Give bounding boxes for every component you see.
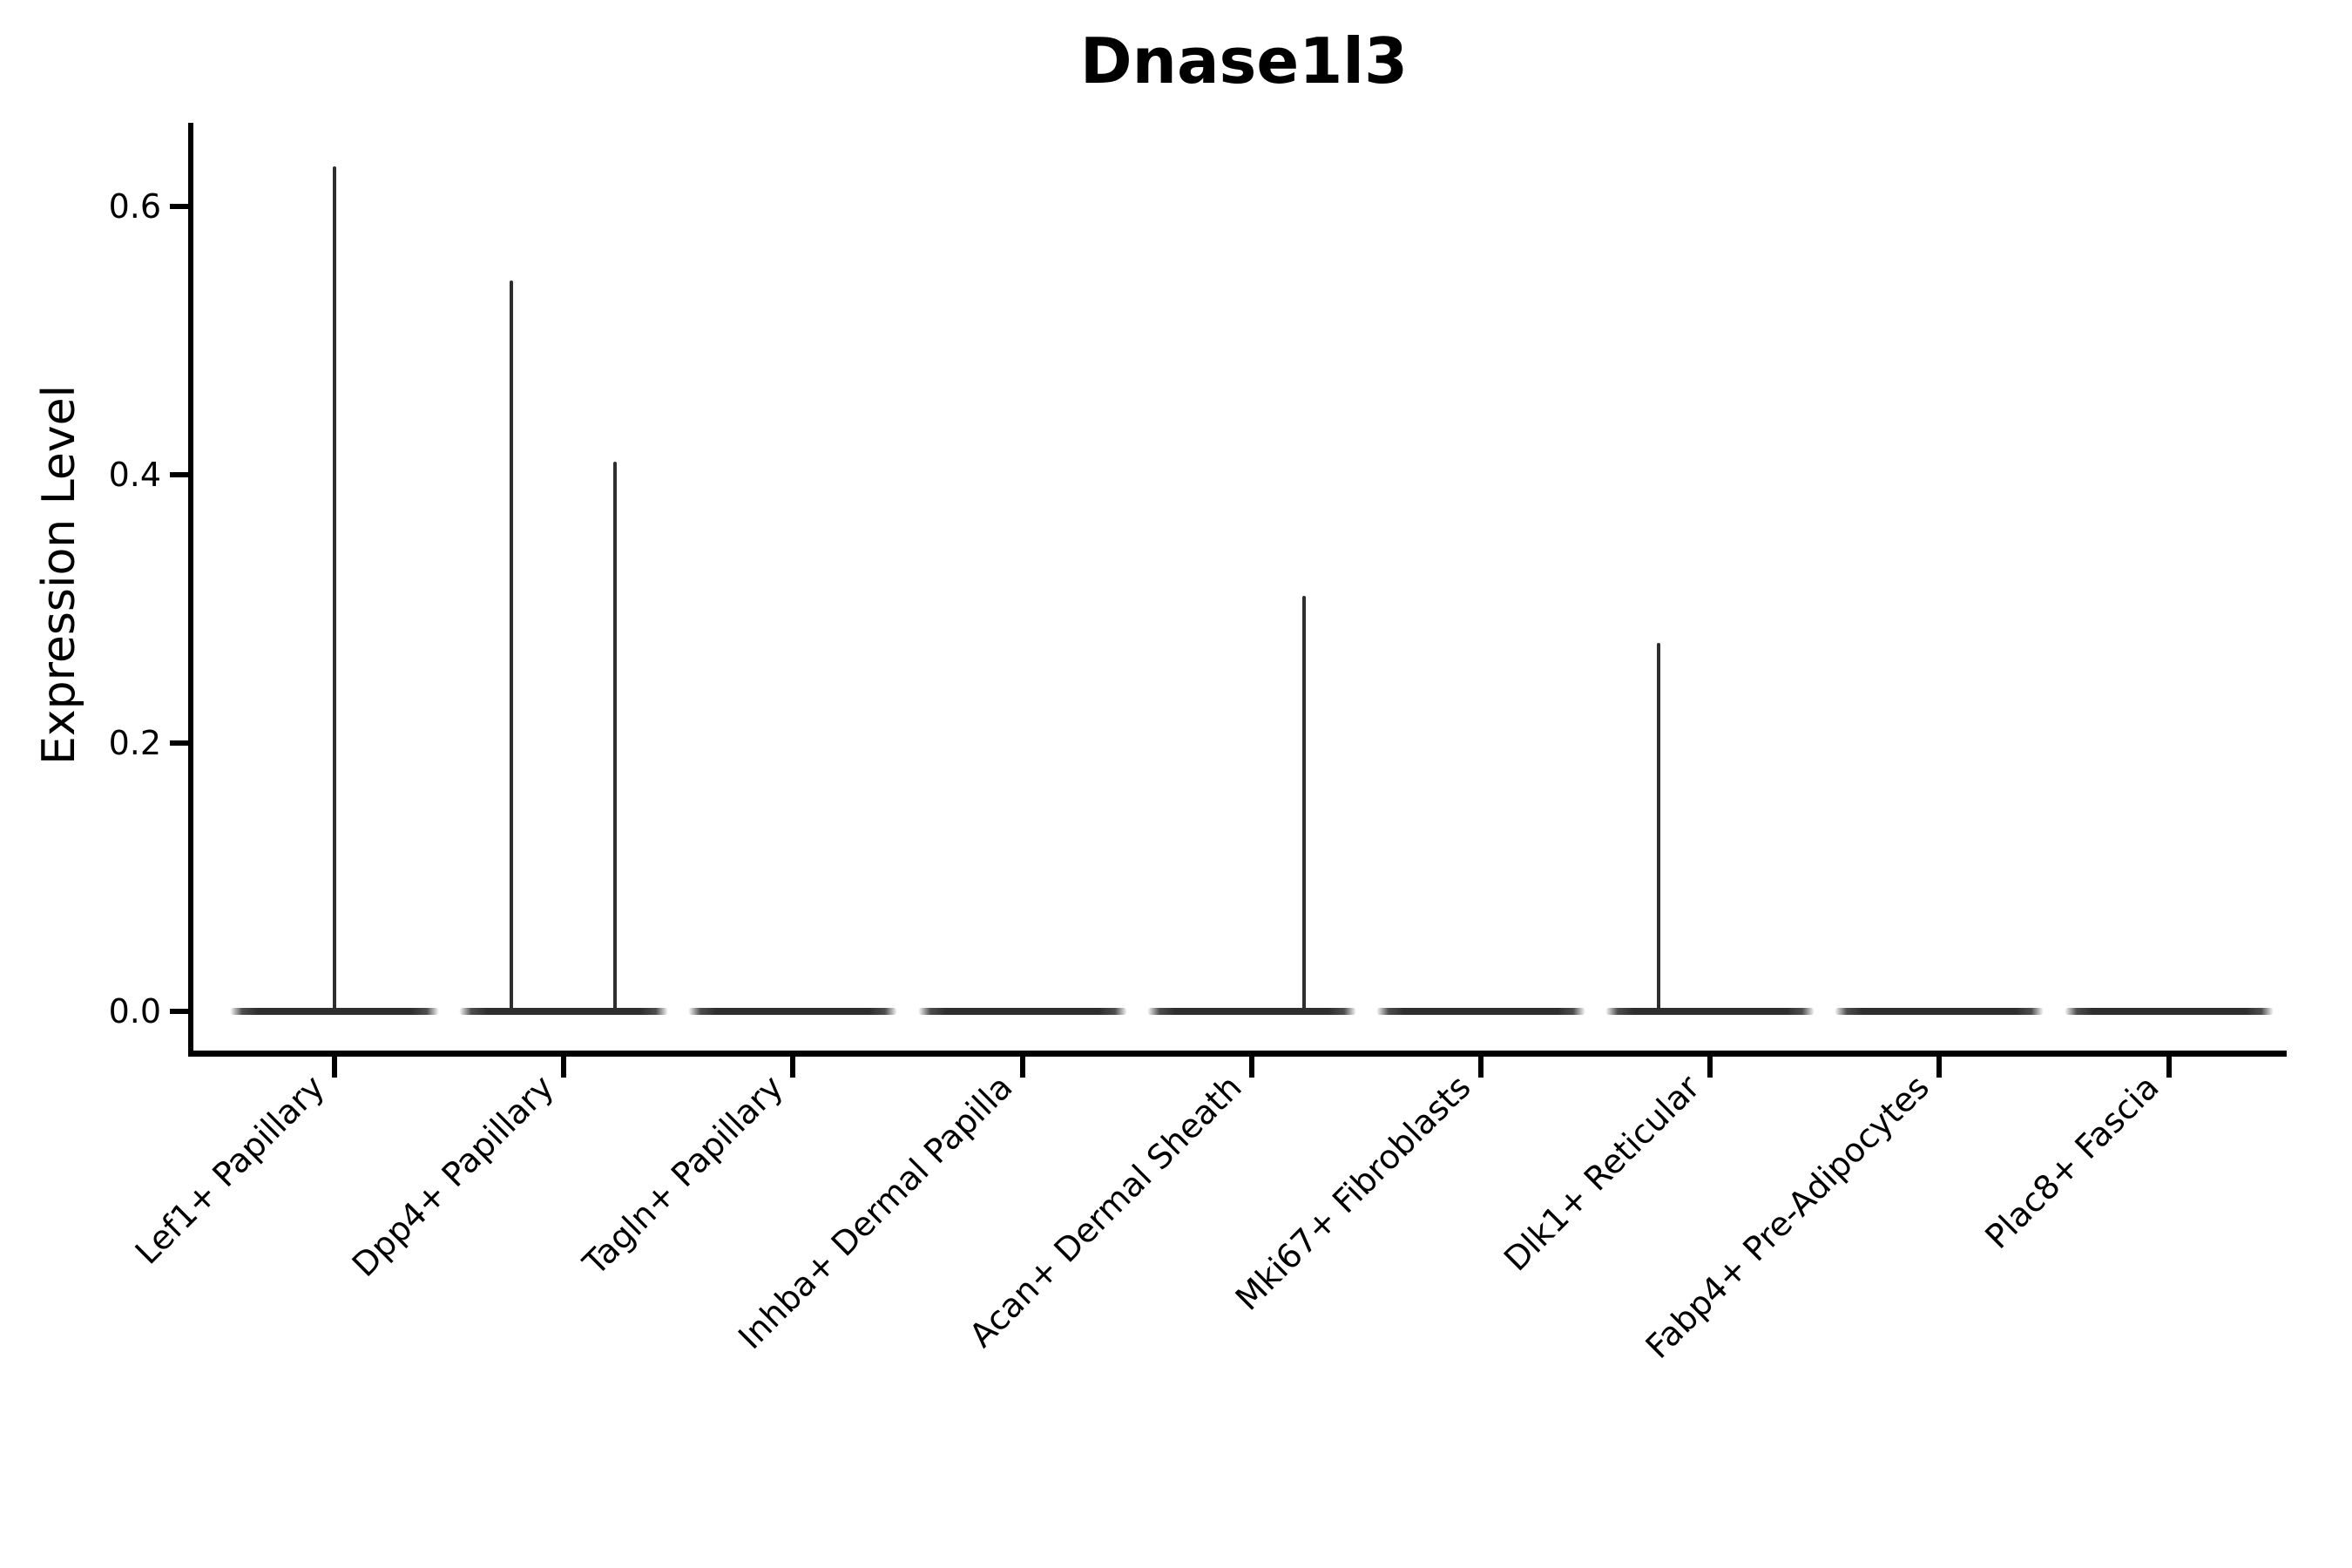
y-tick-label: 0.0 — [108, 992, 161, 1031]
x-tick — [2166, 1051, 2172, 1078]
violin-body — [230, 1008, 439, 1015]
x-tick-label: Dlk1+ Reticular — [1497, 1067, 1708, 1279]
y-axis-label: Expression Level — [33, 384, 85, 766]
x-tick-label: Plac8+ Fascia — [1977, 1067, 2166, 1257]
y-axis-line — [188, 123, 193, 1057]
violin-spike — [333, 166, 336, 1010]
violin-spike — [613, 461, 618, 1010]
y-tick — [170, 1009, 193, 1014]
x-tick-label: Dpp4+ Papillary — [344, 1067, 562, 1285]
violin-body — [1376, 1008, 1585, 1015]
x-tick — [561, 1051, 567, 1078]
violin-body — [1605, 1008, 1815, 1015]
chart-title: Dnase1l3 — [1079, 24, 1409, 98]
violin-spike — [1301, 595, 1306, 1010]
x-tick-label: Lef1+ Papillary — [127, 1067, 332, 1272]
violin-spike — [510, 280, 514, 1010]
x-tick — [1478, 1051, 1484, 1078]
violin-spike — [1657, 642, 1661, 1010]
y-tick-label: 0.4 — [108, 456, 161, 494]
y-tick — [170, 740, 193, 746]
violin-body — [917, 1008, 1127, 1015]
x-axis-line — [191, 1051, 2287, 1057]
violin-body — [459, 1008, 669, 1015]
x-tick — [1707, 1051, 1713, 1078]
y-tick — [170, 472, 193, 477]
x-tick — [1936, 1051, 1943, 1078]
violin-body — [688, 1008, 898, 1015]
y-tick-label: 0.2 — [108, 724, 161, 762]
x-tick-label: Tagln+ Papillary — [575, 1067, 791, 1283]
violin-body — [2064, 1008, 2274, 1015]
violin-body — [1835, 1008, 2044, 1015]
x-tick — [332, 1051, 337, 1078]
x-tick — [1019, 1051, 1025, 1078]
y-tick — [170, 204, 193, 209]
x-tick-label: Mki67+ Fibroblasts — [1227, 1067, 1478, 1318]
x-tick — [790, 1051, 796, 1078]
x-tick — [1248, 1051, 1254, 1078]
y-tick-label: 0.6 — [108, 187, 161, 226]
violin-body — [1146, 1008, 1356, 1015]
